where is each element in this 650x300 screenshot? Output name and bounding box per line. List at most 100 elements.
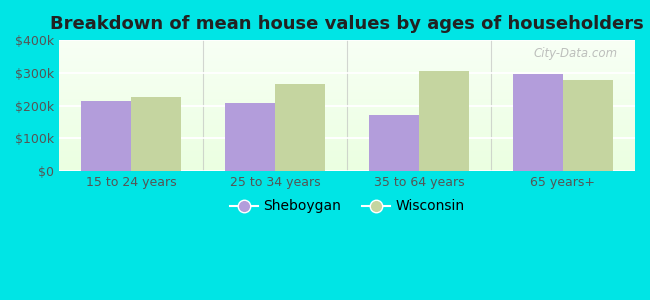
Bar: [59, 151, 635, 153]
Bar: [59, 61, 635, 62]
Bar: [59, 130, 635, 132]
Bar: [59, 83, 635, 85]
Bar: [59, 49, 635, 51]
Bar: [59, 125, 635, 126]
Bar: [59, 41, 635, 43]
Bar: [59, 92, 635, 94]
Bar: [59, 52, 635, 53]
Bar: [563, 80, 614, 171]
Bar: [59, 53, 635, 55]
Bar: [59, 73, 635, 74]
Bar: [59, 87, 635, 88]
Bar: [59, 122, 635, 124]
Bar: [59, 136, 635, 137]
Bar: [59, 94, 635, 95]
Bar: [59, 56, 635, 57]
Bar: [419, 71, 469, 171]
Bar: [59, 78, 635, 80]
Bar: [59, 48, 635, 49]
Bar: [59, 88, 635, 90]
Bar: [59, 154, 635, 155]
Bar: [59, 103, 635, 104]
Bar: [59, 124, 635, 125]
Bar: [59, 44, 635, 45]
Bar: [59, 126, 635, 128]
Bar: [59, 74, 635, 75]
Bar: [59, 110, 635, 111]
Bar: [59, 153, 635, 154]
Bar: [59, 40, 635, 41]
Bar: [59, 106, 635, 107]
Bar: [59, 82, 635, 83]
Bar: [59, 116, 635, 117]
Bar: [59, 108, 635, 110]
Bar: [59, 117, 635, 119]
Title: Breakdown of mean house values by ages of householders: Breakdown of mean house values by ages o…: [50, 15, 644, 33]
Bar: [59, 107, 635, 108]
Bar: [59, 159, 635, 160]
Bar: [59, 121, 635, 122]
Bar: [59, 71, 635, 73]
Bar: [59, 145, 635, 146]
Bar: [59, 62, 635, 64]
Bar: [59, 137, 635, 138]
Bar: [59, 163, 635, 164]
Bar: [59, 120, 635, 121]
Bar: [59, 66, 635, 68]
Bar: [59, 99, 635, 100]
Bar: [59, 65, 635, 66]
Bar: [59, 98, 635, 99]
Bar: [59, 133, 635, 134]
Bar: [59, 55, 635, 56]
Bar: [59, 58, 635, 60]
Bar: [59, 51, 635, 52]
Bar: [59, 75, 635, 77]
Bar: [59, 102, 635, 103]
Bar: [59, 100, 635, 102]
Bar: [81, 100, 131, 171]
Bar: [59, 132, 635, 133]
Bar: [59, 166, 635, 167]
Bar: [59, 57, 635, 58]
Bar: [59, 129, 635, 130]
Bar: [59, 157, 635, 158]
Bar: [59, 142, 635, 143]
Bar: [59, 149, 635, 150]
Bar: [59, 45, 635, 47]
Bar: [59, 96, 635, 98]
Bar: [59, 90, 635, 91]
Bar: [59, 68, 635, 69]
Bar: [59, 91, 635, 92]
Bar: [59, 162, 635, 163]
Bar: [59, 115, 635, 116]
Bar: [59, 143, 635, 145]
Bar: [59, 86, 635, 87]
Bar: [59, 43, 635, 44]
Bar: [59, 70, 635, 71]
Bar: [59, 95, 635, 96]
Bar: [59, 128, 635, 129]
Bar: [225, 103, 275, 171]
Bar: [59, 104, 635, 106]
Bar: [59, 47, 635, 48]
Bar: [59, 112, 635, 113]
Bar: [59, 160, 635, 162]
Bar: [59, 138, 635, 140]
Bar: [59, 64, 635, 65]
Bar: [513, 74, 563, 171]
Bar: [59, 169, 635, 171]
Bar: [131, 97, 181, 171]
Bar: [59, 150, 635, 151]
Bar: [59, 60, 635, 61]
Bar: [59, 146, 635, 147]
Bar: [59, 141, 635, 142]
Bar: [59, 134, 635, 136]
Bar: [59, 69, 635, 70]
Bar: [59, 164, 635, 166]
Bar: [59, 113, 635, 115]
Text: City-Data.com: City-Data.com: [534, 47, 618, 60]
Bar: [59, 168, 635, 169]
Bar: [59, 147, 635, 149]
Bar: [275, 84, 326, 171]
Legend: Sheboygan, Wisconsin: Sheboygan, Wisconsin: [224, 194, 470, 219]
